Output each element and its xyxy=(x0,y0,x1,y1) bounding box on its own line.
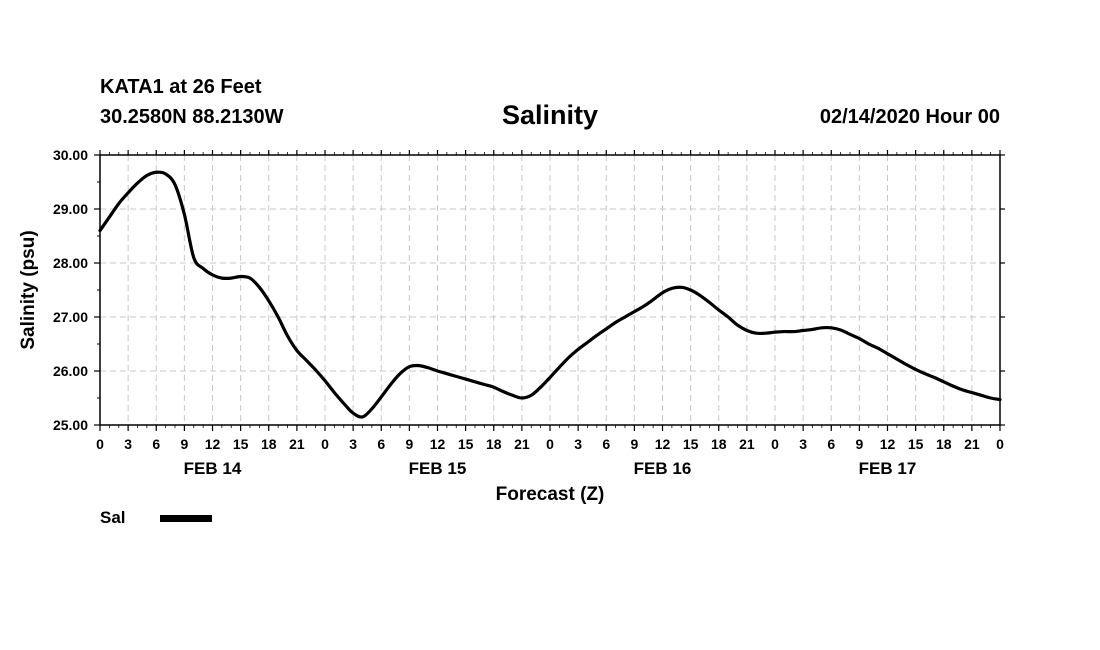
y-tick-label: 27.00 xyxy=(53,309,88,325)
y-axis: 25.00 26.00 27.00 28.00 29.00 30.00 xyxy=(53,147,1005,433)
x-tick-label: 18 xyxy=(936,436,952,452)
x-axis: 0 3 6 9 12 15 18 21 0 3 6 9 12 15 18 21 0 3 6 9 12 15 18 21 0 3 6 9… xyxy=(96,150,1004,478)
x-tick-label: 0 xyxy=(546,436,554,452)
coordinates-label: 30.2580N 88.2130W xyxy=(100,106,284,128)
x-tick-label: 12 xyxy=(430,436,446,452)
day-label: FEB 16 xyxy=(634,459,692,478)
x-tick-label: 9 xyxy=(180,436,188,452)
x-tick-label: 21 xyxy=(514,436,530,452)
series-layer xyxy=(98,170,1002,419)
x-tick-label: 3 xyxy=(349,436,357,452)
x-tick-label: 15 xyxy=(908,436,924,452)
x-tick-label: 6 xyxy=(602,436,610,452)
x-tick-label: 6 xyxy=(152,436,160,452)
plot-frame xyxy=(99,154,1001,426)
x-tick-label: 12 xyxy=(205,436,221,452)
x-tick-label: 0 xyxy=(321,436,329,452)
grid-lines xyxy=(100,155,1000,425)
x-tick-label: 3 xyxy=(124,436,132,452)
y-tick-label: 25.00 xyxy=(53,417,88,433)
chart-title: Salinity xyxy=(501,100,599,130)
x-tick-label: 15 xyxy=(458,436,474,452)
x-tick-label: 18 xyxy=(711,436,727,452)
x-tick-label: 9 xyxy=(405,436,413,452)
x-tick-label: 9 xyxy=(855,436,863,452)
x-tick-label: 0 xyxy=(996,436,1004,452)
x-tick-label: 6 xyxy=(377,436,385,452)
x-tick-label: 18 xyxy=(261,436,277,452)
station-label: KATA1 at 26 Feet xyxy=(100,76,262,98)
x-tick-label: 12 xyxy=(655,436,671,452)
legend-label: Sal xyxy=(100,508,126,527)
series-line-sal xyxy=(98,170,1002,419)
legend-swatch-sal xyxy=(160,514,212,522)
y-tick-label: 29.00 xyxy=(53,201,88,217)
x-tick-label: 3 xyxy=(799,436,807,452)
x-tick-label: 3 xyxy=(574,436,582,452)
x-tick-label: 0 xyxy=(96,436,104,452)
x-tick-label: 6 xyxy=(827,436,835,452)
day-label: FEB 14 xyxy=(184,459,242,478)
y-tick-label: 28.00 xyxy=(53,255,88,271)
x-tick-label: 12 xyxy=(880,436,896,452)
x-tick-label: 18 xyxy=(486,436,502,452)
y-tick-label: 30.00 xyxy=(53,147,88,163)
forecast-datetime: 02/14/2020 Hour 00 xyxy=(819,106,1000,128)
x-tick-label: 21 xyxy=(289,436,305,452)
legend: Sal xyxy=(100,508,212,528)
x-tick-label: 21 xyxy=(964,436,980,452)
x-axis-title: Forecast (Z) xyxy=(496,484,605,505)
day-label: FEB 17 xyxy=(859,459,917,478)
x-tick-label: 15 xyxy=(683,436,699,452)
x-tick-label: 21 xyxy=(739,436,755,452)
y-tick-label: 26.00 xyxy=(53,363,88,379)
x-tick-label: 0 xyxy=(771,436,779,452)
x-tick-label: 15 xyxy=(233,436,249,452)
x-tick-label: 9 xyxy=(630,436,638,452)
day-label: FEB 15 xyxy=(409,459,467,478)
y-axis-title: Salinity (psu) xyxy=(18,230,39,349)
